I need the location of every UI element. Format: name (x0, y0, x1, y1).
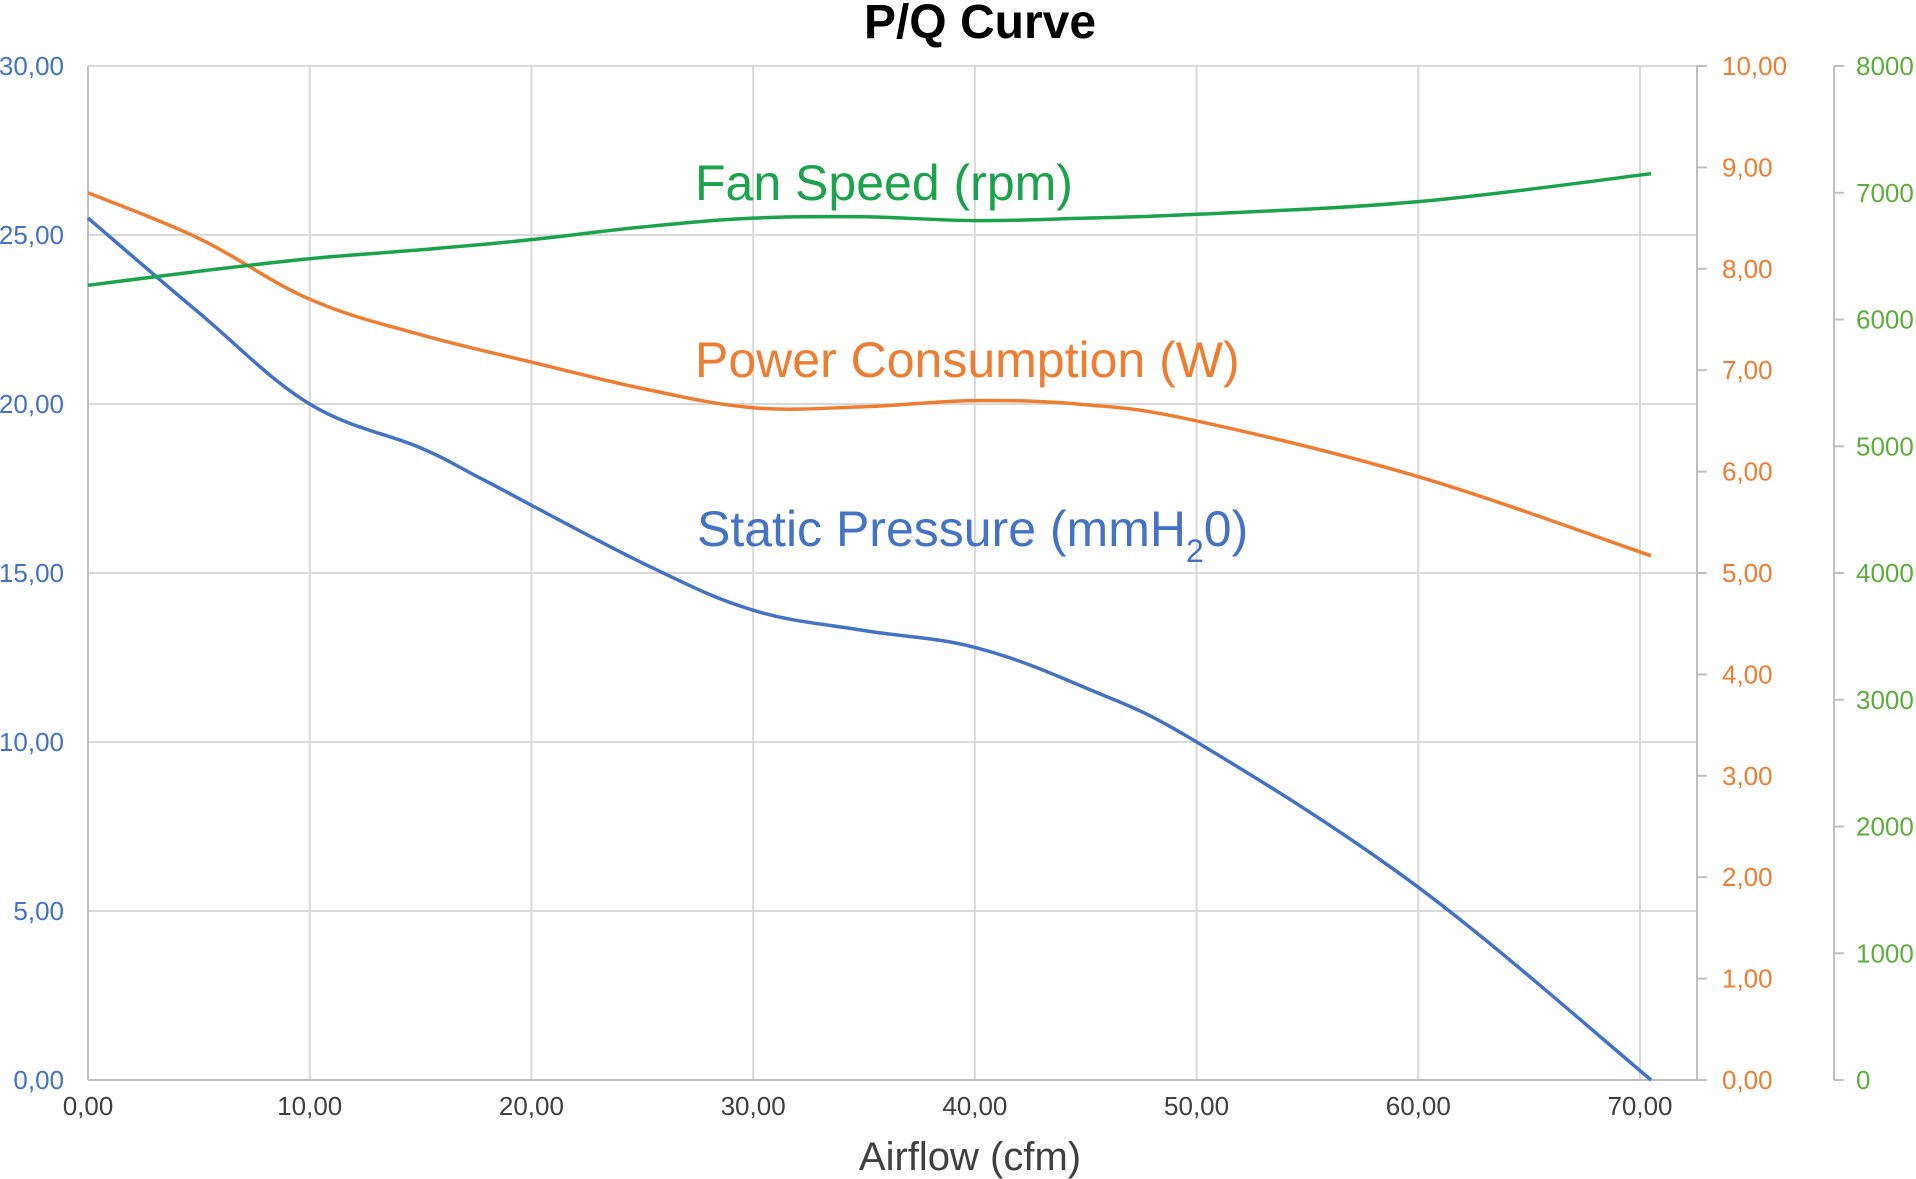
left-y-tick-label: 20,00 (0, 389, 64, 419)
right-y-tick-label-speed: 3000 (1856, 685, 1914, 715)
series-lines (86, 171, 1653, 1082)
left-y-tick-label: 0,00 (13, 1065, 64, 1095)
right-y-tick-label-speed: 0 (1856, 1065, 1870, 1095)
right-y-tick-label-speed: 8000 (1856, 51, 1914, 81)
right-y-tick-label-speed: 6000 (1856, 305, 1914, 335)
right-y-tick-label-speed: 1000 (1856, 938, 1914, 968)
right-y-tick-label-speed: 7000 (1856, 178, 1914, 208)
right-y-tick-label-power: 4,00 (1722, 659, 1773, 689)
power-consumption-label: Power Consumption (W) (695, 332, 1240, 388)
right-y-tick-label-power: 7,00 (1722, 355, 1773, 385)
right-y-tick-label-power: 8,00 (1722, 254, 1773, 284)
static-pressure-line (86, 216, 1653, 1082)
x-tick-label: 40,00 (942, 1091, 1007, 1121)
x-tick-label: 30,00 (721, 1091, 786, 1121)
power-consumption-label-text: Power Consumption (W) (695, 332, 1240, 388)
left-y-tick-label: 25,00 (0, 220, 64, 250)
static-pressure-label-subscript: 2 (1186, 533, 1204, 569)
x-tick-label: 0,00 (63, 1091, 114, 1121)
axes (87, 65, 1844, 1081)
right-y-tick-label-power: 0,00 (1722, 1065, 1773, 1095)
chart-title: P/Q Curve (864, 0, 1096, 49)
right-y-tick-label-speed: 4000 (1856, 558, 1914, 588)
left-y-tick-label: 15,00 (0, 558, 64, 588)
left-y-tick-label: 5,00 (13, 896, 64, 926)
right-y-tick-label-power: 10,00 (1722, 51, 1787, 81)
x-axis-title: Airflow (cfm) (859, 1135, 1081, 1179)
x-tick-label: 50,00 (1164, 1091, 1229, 1121)
x-tick-label: 10,00 (277, 1091, 342, 1121)
x-tick-label: 20,00 (499, 1091, 564, 1121)
right-y-tick-label-power: 6,00 (1722, 457, 1773, 487)
right-y-tick-label-power: 1,00 (1722, 964, 1773, 994)
static-pressure-label-tail: 0) (1204, 501, 1248, 557)
left-y-tick-label: 30,00 (0, 51, 64, 81)
series-labels: Static Pressure (mmH20) Power Consumption… (695, 155, 1248, 569)
right-y-tick-label-speed: 5000 (1856, 431, 1914, 461)
right-y-tick-label-power: 2,00 (1722, 862, 1773, 892)
right-y-tick-label-power: 9,00 (1722, 152, 1773, 182)
left-y-tick-label: 10,00 (0, 727, 64, 757)
fan-speed-line (87, 171, 1652, 288)
tick-labels: 0,00 10,00 20,00 30,00 40,00 50,00 60,00 70,000… (0, 51, 1914, 1121)
right-y-tick-label-power: 3,00 (1722, 761, 1773, 791)
static-pressure-label-text: Static Pressure (mmH (697, 501, 1186, 557)
right-y-tick-label-speed: 2000 (1856, 812, 1914, 842)
x-tick-label: 70,00 (1607, 1091, 1672, 1121)
fan-speed-label: Fan Speed (rpm) (695, 155, 1073, 211)
right-y-tick-label-power: 5,00 (1722, 558, 1773, 588)
fan-speed-label-text: Fan Speed (rpm) (695, 155, 1073, 211)
power-consumption-line (87, 191, 1652, 558)
static-pressure-label: Static Pressure (mmH20) (697, 501, 1248, 569)
x-tick-label: 60,00 (1386, 1091, 1451, 1121)
